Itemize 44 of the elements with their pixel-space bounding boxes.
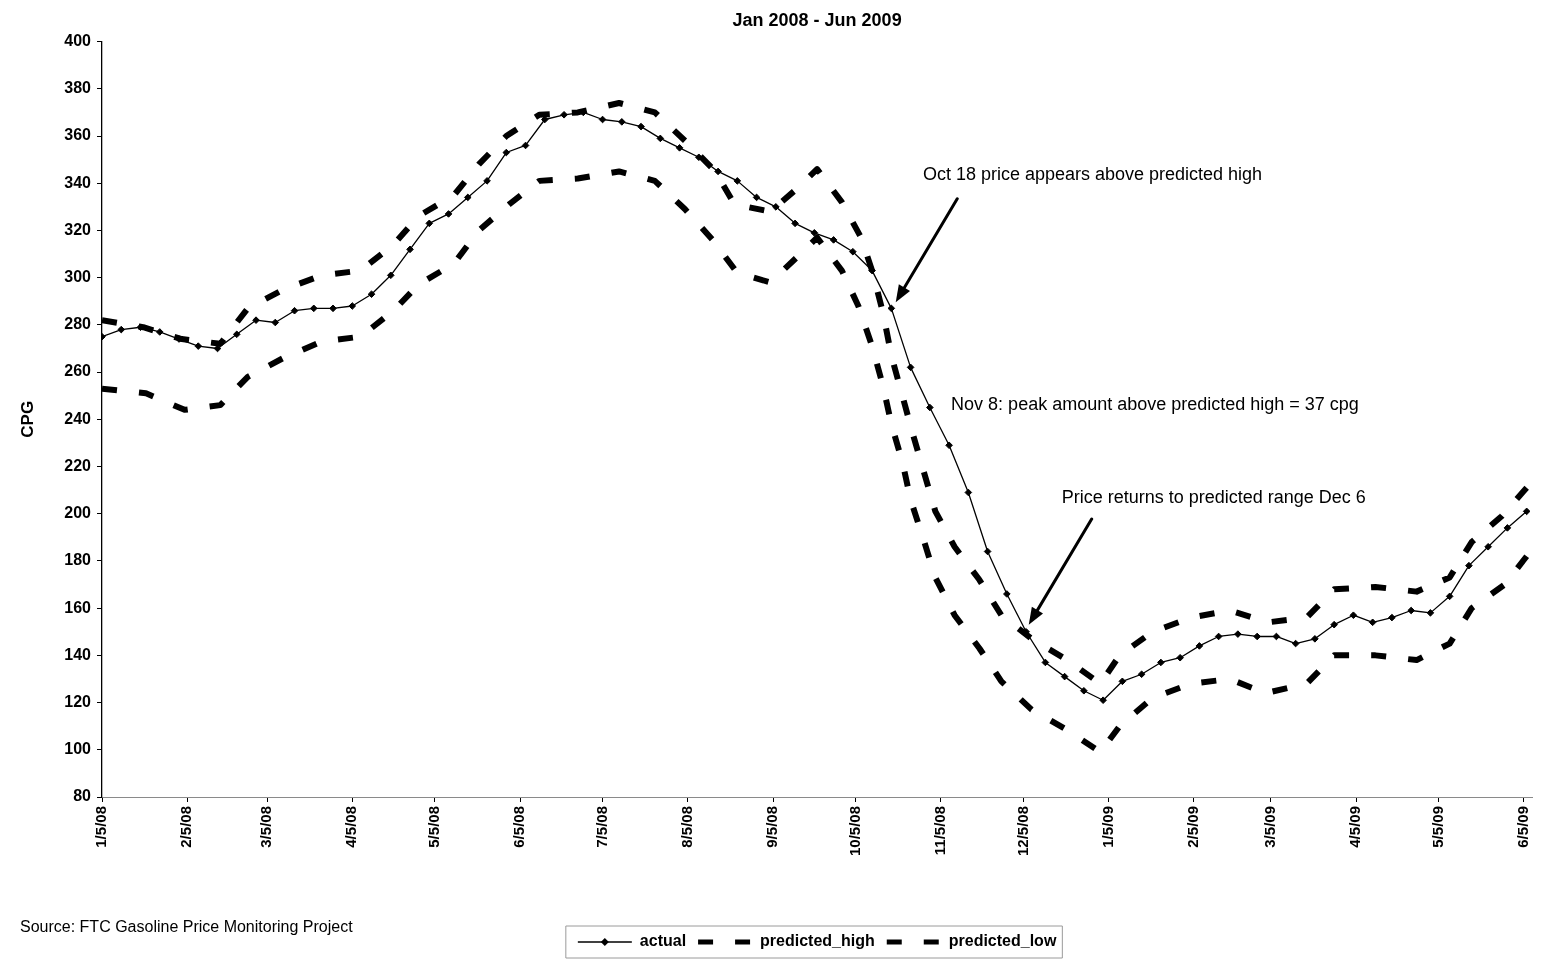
annotation: Price returns to predicted range Dec 6: [1061, 486, 1366, 507]
y-tick-label: 240: [64, 409, 92, 427]
x-tick-label: 4/5/08: [342, 806, 360, 848]
x-tick-label: 10/5/08: [845, 806, 863, 857]
x-tick-label: 3/5/09: [1261, 806, 1279, 848]
y-tick-label: 280: [64, 315, 92, 333]
y-tick-label: 100: [64, 740, 92, 758]
x-tick-label: 9/5/08: [763, 806, 781, 848]
annotation: Nov 8: peak amount above predicted high = 37 cpg: [951, 394, 1359, 415]
y-tick-label: 360: [64, 126, 92, 144]
y-tick-label: 220: [64, 456, 92, 474]
x-tick-label: 6/5/08: [510, 806, 528, 848]
y-tick-label: 260: [64, 362, 92, 380]
legend-label: predicted_high: [760, 932, 875, 950]
x-tick-label: 12/5/08: [1013, 806, 1031, 857]
legend-label: predicted_low: [948, 932, 1057, 950]
y-tick-label: 140: [64, 645, 92, 663]
y-tick-label: 160: [64, 598, 92, 616]
y-tick-label: 200: [64, 504, 92, 522]
x-tick-label: 4/5/09: [1346, 806, 1364, 848]
x-tick-label: 5/5/09: [1428, 806, 1446, 848]
x-tick-label: 3/5/08: [257, 806, 275, 848]
y-tick-label: 300: [64, 268, 92, 286]
y-tick-label: 120: [64, 692, 92, 710]
x-tick-label: 2/5/09: [1184, 806, 1202, 848]
y-axis-title: CPG: [17, 400, 37, 438]
x-tick-label: 11/5/08: [930, 806, 948, 856]
annotation: Oct 18 price appears above predicted high: [922, 163, 1263, 184]
x-tick-label: 2/5/08: [177, 806, 195, 848]
x-tick-label: 6/5/09: [1514, 806, 1532, 848]
y-tick-label: 380: [64, 79, 92, 97]
x-tick-label: 7/5/08: [592, 806, 610, 848]
y-tick-label: 80: [73, 787, 92, 805]
y-tick-label: 180: [64, 551, 92, 569]
x-tick-label: 8/5/08: [677, 806, 695, 848]
source-note: Source: FTC Gasoline Price Monitoring Project: [20, 918, 354, 936]
y-tick-label: 320: [64, 220, 92, 238]
chart-title: Jan 2008 - Jun 2009: [732, 9, 902, 30]
legend-label: actual: [639, 932, 687, 950]
y-tick-label: 340: [64, 173, 92, 191]
y-tick-label: 400: [64, 32, 92, 50]
x-tick-label: 5/5/08: [424, 806, 442, 848]
x-tick-label: 1/5/08: [92, 806, 110, 848]
x-tick-label: 1/5/09: [1098, 806, 1116, 848]
